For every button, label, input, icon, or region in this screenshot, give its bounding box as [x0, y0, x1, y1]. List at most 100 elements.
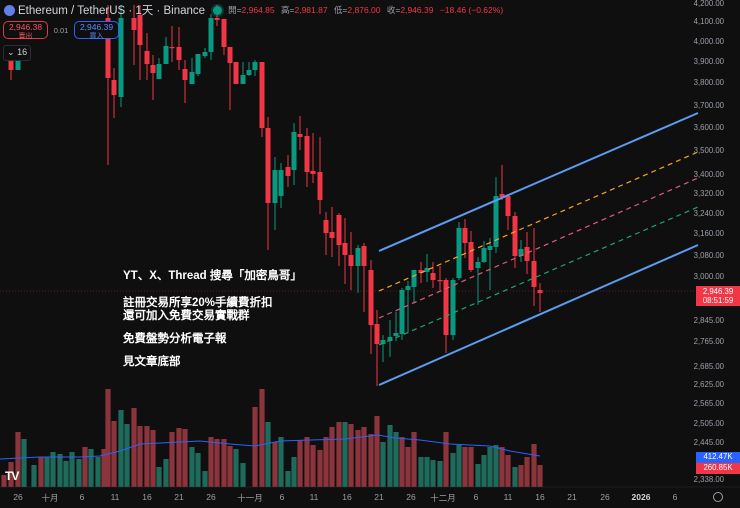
volume-bar — [531, 444, 537, 487]
spread-value: 0.01 — [53, 25, 69, 35]
volume-bar — [1, 475, 7, 487]
volume-histogram — [1, 389, 543, 487]
volume-bar — [57, 454, 63, 487]
volume-bar — [272, 442, 278, 487]
volume-bar — [88, 449, 94, 487]
candle — [285, 155, 291, 187]
time-axis-tick: 16 — [535, 492, 545, 502]
volume-bar — [195, 453, 201, 487]
candle — [176, 27, 182, 70]
channel-upper-line[interactable] — [378, 112, 699, 252]
volume-bar — [462, 447, 468, 487]
ethereum-logo-icon — [4, 4, 15, 16]
candle — [393, 312, 399, 341]
sell-button[interactable]: 2,946.38 賣出 — [3, 21, 48, 40]
channel-mid-line[interactable] — [378, 177, 699, 319]
volume-bar — [163, 459, 169, 487]
price-axis-tick: 3,500.00 — [693, 146, 724, 155]
candle — [456, 222, 462, 280]
candle — [272, 157, 278, 230]
channel-lower-line[interactable] — [378, 244, 699, 386]
candle — [182, 60, 188, 103]
candle — [202, 48, 208, 58]
buy-button[interactable]: 2,946.39 買入 — [74, 21, 119, 40]
volume-bar — [537, 465, 543, 487]
price-axis-tick: 2,445.00 — [693, 438, 724, 447]
price-axis-tick: 2,565.00 — [693, 399, 724, 408]
candle — [111, 68, 117, 118]
trade-buttons: 2,946.38 賣出 0.01 2,946.39 買入 — [3, 21, 119, 40]
volume-bar — [63, 461, 69, 487]
candle — [150, 55, 156, 100]
volume-bar — [252, 407, 258, 487]
volume-bar — [38, 457, 44, 487]
candle — [524, 232, 530, 274]
candle — [481, 241, 487, 263]
annotation-line-4: 免費盤勢分析電子報 — [123, 333, 227, 345]
channel-mid-lower-line[interactable] — [378, 206, 699, 346]
volume-bar — [361, 427, 367, 487]
volume-bar — [297, 440, 303, 487]
tradingview-logo[interactable]: TV — [5, 469, 19, 483]
low-value: 2,876.00 — [347, 5, 381, 15]
volume-bar — [336, 422, 342, 487]
candle — [317, 137, 323, 214]
symbol-title[interactable]: Ethereum / TetherUS · 1天 · Binance — [18, 5, 206, 17]
candle — [329, 207, 335, 257]
volume-bar — [69, 452, 75, 487]
price-axis-tick: 3,240.00 — [693, 209, 724, 218]
price-axis-tick: 2,845.00 — [693, 316, 724, 325]
candle — [437, 266, 443, 290]
price-axis-tick: 3,320.00 — [693, 189, 724, 198]
volume-bar — [111, 421, 117, 487]
time-axis-tick: 21 — [374, 492, 384, 502]
price-axis-tick: 2,338.00 — [693, 475, 724, 484]
price-axis-tick: 4,100.00 — [693, 17, 724, 26]
time-axis-tick: 11 — [110, 492, 120, 502]
volume-bar — [176, 428, 182, 487]
volume-bar — [137, 426, 143, 487]
volume-bar — [512, 467, 518, 487]
candle — [195, 54, 201, 76]
candle — [156, 58, 162, 79]
channel-mid-upper-line[interactable] — [378, 151, 699, 292]
candle — [163, 37, 169, 64]
candle — [144, 33, 150, 80]
candle — [518, 240, 524, 262]
price-axis-tick: 4,000.00 — [693, 37, 724, 46]
time-axis-tick: 11 — [503, 492, 513, 502]
volume-bar — [31, 465, 37, 487]
volume-bar — [355, 430, 361, 487]
candle — [348, 232, 354, 290]
chart-legend-header: Ethereum / TetherUS · 1天 · Binance 開=2,9… — [4, 2, 507, 18]
time-axis-tick: 十二月 — [430, 493, 456, 503]
last-price-tag: 2,946.39 08:51:59 — [696, 286, 740, 306]
parallel-channel-drawing — [378, 112, 699, 386]
candle — [265, 117, 271, 250]
time-axis-tick: 6 — [672, 492, 678, 502]
volume-bar — [443, 432, 449, 487]
price-axis-tick: 3,800.00 — [693, 78, 724, 87]
volume-bar — [76, 459, 82, 487]
ohlc-values: 開=2,964.85 高=2,981.87 低=2,876.00 收=2,946… — [228, 5, 504, 15]
volume-bar — [44, 457, 50, 487]
candle — [430, 262, 436, 288]
candle — [189, 58, 195, 84]
time-axis-tick: 十一月 — [237, 493, 263, 503]
candle — [252, 60, 258, 76]
volume-bar — [437, 461, 443, 487]
volume-bar — [450, 453, 456, 487]
time-axis-tick: 6 — [279, 492, 285, 502]
annotation-line-5: 見文章底部 — [123, 356, 181, 368]
time-axis-tick: 16 — [142, 492, 152, 502]
indicators-toggle-button[interactable]: ⌄ 16 — [3, 45, 32, 61]
volume-bar — [8, 462, 14, 487]
volume-bar — [368, 434, 374, 487]
volume-bar — [310, 445, 316, 487]
volume-bar — [21, 439, 27, 487]
volume-bar — [233, 449, 239, 487]
high-value: 2,981.87 — [294, 5, 328, 15]
volume-bar — [468, 447, 474, 487]
axis-settings-icon[interactable] — [713, 492, 723, 502]
